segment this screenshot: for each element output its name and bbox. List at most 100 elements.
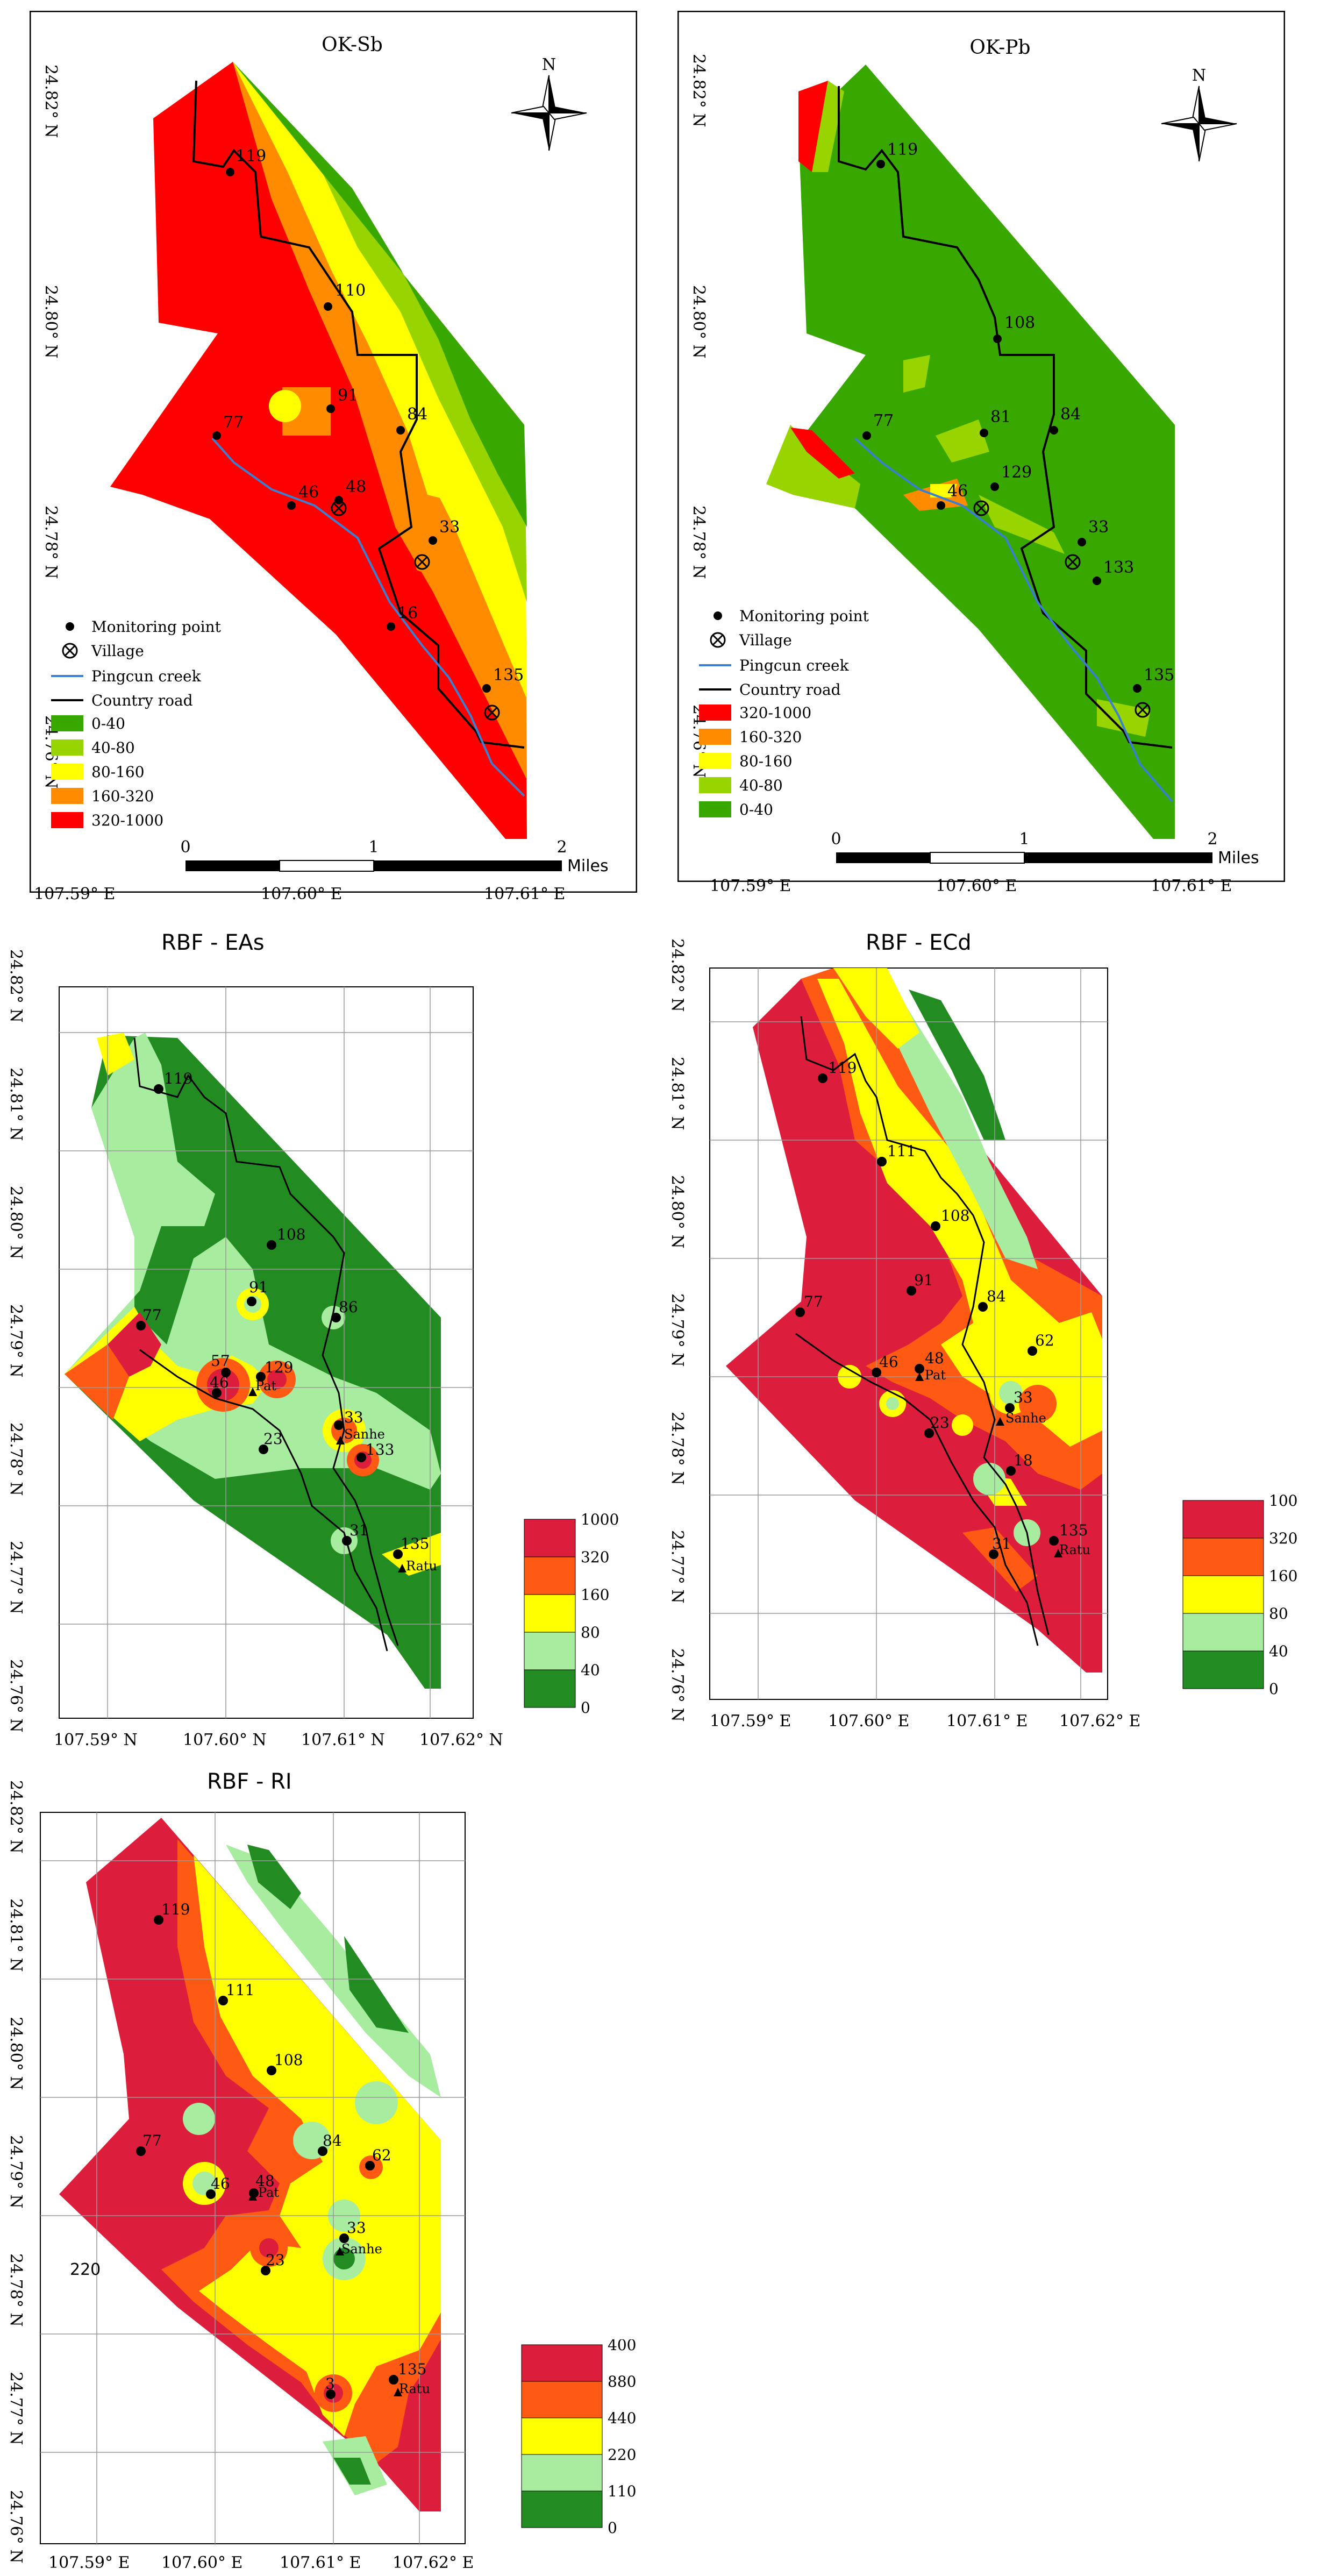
village-icon (394, 2388, 402, 2396)
ok-pb-map: 119 108 81 84 77 46 129 33 133 135 OK-Pb… (677, 11, 1285, 882)
rbf-ecd-map: 119 111 108 91 84 77 62 46 48 Pat 33 San… (668, 938, 1140, 1731)
point-label: Ratu (1059, 1542, 1090, 1557)
point-label: 133 (1103, 558, 1134, 577)
monitoring-point (154, 1084, 163, 1094)
lat-label: 24.79° N (668, 1293, 687, 1367)
north-label: N (542, 55, 556, 74)
point-label: 135 (398, 2360, 426, 2378)
legend-label: 40 (1269, 1642, 1288, 1660)
map-legend: Monitoring point Village Pingcun creek C… (699, 607, 869, 819)
lon-label: 107.60° E (936, 877, 1017, 895)
point-label: 77 (223, 413, 244, 432)
lon-label: 107.61° E (946, 1712, 1028, 1731)
monitoring-point (365, 2161, 375, 2171)
legend-label: 160-320 (91, 787, 154, 805)
lon-label: 107.62° N (419, 1731, 503, 1749)
villages (331, 500, 500, 721)
monitoring-point (795, 1307, 805, 1317)
legend-label: 40 (581, 1661, 600, 1679)
point-label: 84 (323, 2132, 342, 2150)
panel-title: RBF - EAs (161, 930, 265, 955)
monitoring-points: 119 111 108 77 84 62 46 48 Pat 33 Sanhe … (136, 1901, 430, 2399)
lat-label: 24.76° N (6, 1659, 25, 1733)
legend-label: Village (91, 642, 144, 660)
scale-tick: 2 (1207, 830, 1217, 849)
monitoring-points: 119 108 81 84 77 46 129 33 133 135 (862, 140, 1174, 693)
village-icon (248, 1387, 257, 1396)
lat-label: 24.81° N (6, 1068, 25, 1141)
village-icon (331, 500, 347, 516)
legend-label: 4000 (608, 2339, 637, 2354)
scale-tick: 1 (1019, 830, 1029, 849)
monitoring-point (396, 426, 405, 435)
point-label: 129 (1001, 463, 1032, 482)
legend-label: 80-160 (91, 763, 145, 781)
lon-label: 107.59° E (710, 1712, 791, 1731)
village-icon (915, 1372, 924, 1381)
point-label: 84 (407, 405, 427, 424)
point-label: 108 (1004, 314, 1035, 332)
point-label: 111 (887, 1142, 916, 1160)
monitoring-point (924, 1428, 934, 1438)
legend-label: Pingcun creek (91, 667, 202, 685)
monitoring-point (393, 1549, 403, 1559)
monitoring-point (389, 2375, 398, 2385)
village-icon (336, 2247, 344, 2255)
point-label: 133 (366, 1441, 394, 1458)
monitoring-point (287, 501, 296, 510)
point-label: 84 (1060, 405, 1081, 424)
monitoring-point (862, 431, 871, 440)
monitoring-point (334, 1420, 344, 1430)
point-label: 48 (925, 1349, 944, 1367)
point-label: 57 (211, 1352, 230, 1370)
monitoring-point (1005, 1403, 1015, 1413)
monitoring-point (989, 1549, 998, 1559)
lat-label: 24.82° N (668, 938, 687, 1012)
monitoring-point (877, 1157, 887, 1166)
lat-label: 24.76° N (668, 1648, 687, 1722)
legend-label: 320 (581, 1548, 609, 1566)
village-icon (398, 1564, 406, 1572)
point-label: 77 (142, 1306, 162, 1324)
monitoring-point (1133, 684, 1141, 693)
lon-label: 107.59° E (710, 877, 791, 895)
village-icon (1135, 702, 1151, 718)
legend-label: 80 (1269, 1605, 1288, 1623)
village-icon (1065, 554, 1081, 570)
lat-label: 24.81° N (6, 1898, 25, 1972)
monitoring-point (876, 160, 885, 168)
ok-sb-map: 119 110 91 77 84 46 48 33 16 135 OK-Sb N… (30, 11, 637, 893)
lat-label: 24.82° N (41, 65, 60, 138)
village-icon (484, 705, 500, 721)
point-label: 77 (142, 2132, 162, 2150)
monitoring-point (907, 1286, 916, 1296)
point-label: 86 (339, 1298, 358, 1316)
monitoring-point (872, 1368, 881, 1377)
concentration-surface (59, 1818, 441, 2511)
point-label: 23 (930, 1414, 950, 1432)
point-label: 129 (265, 1358, 293, 1376)
lat-labels: 24.82° N 24.81° N 24.80° N 24.79° N 24.7… (6, 949, 25, 1733)
monitoring-point (259, 1444, 268, 1454)
point-label: 48 (255, 2172, 275, 2190)
concentration-surface (65, 1033, 441, 1689)
legend-label: 0 (581, 1699, 590, 1717)
legend-label: 1000 (581, 1511, 619, 1528)
point-label: 46 (211, 2175, 230, 2193)
point-label: 91 (249, 1278, 268, 1296)
monitoring-point (324, 302, 332, 311)
monitoring-point (247, 1297, 256, 1306)
legend-label: Country road (739, 681, 841, 699)
country-road (133, 1037, 399, 1646)
monitoring-point (1050, 426, 1058, 435)
monitoring-point (818, 1073, 827, 1083)
point-label: 62 (1035, 1332, 1054, 1349)
lon-label: 107.62° E (393, 2553, 474, 2572)
villages (973, 500, 1151, 718)
rbf-ri-legend: 4000 880 440 220 110 0 (521, 2339, 637, 2537)
scale-bar: 0 1 2 Miles (180, 838, 608, 876)
point-label: 84 (987, 1287, 1006, 1305)
panel-title: OK-Sb (322, 34, 383, 56)
legend-label: Village (739, 631, 792, 649)
point-label: 23 (266, 2251, 285, 2269)
